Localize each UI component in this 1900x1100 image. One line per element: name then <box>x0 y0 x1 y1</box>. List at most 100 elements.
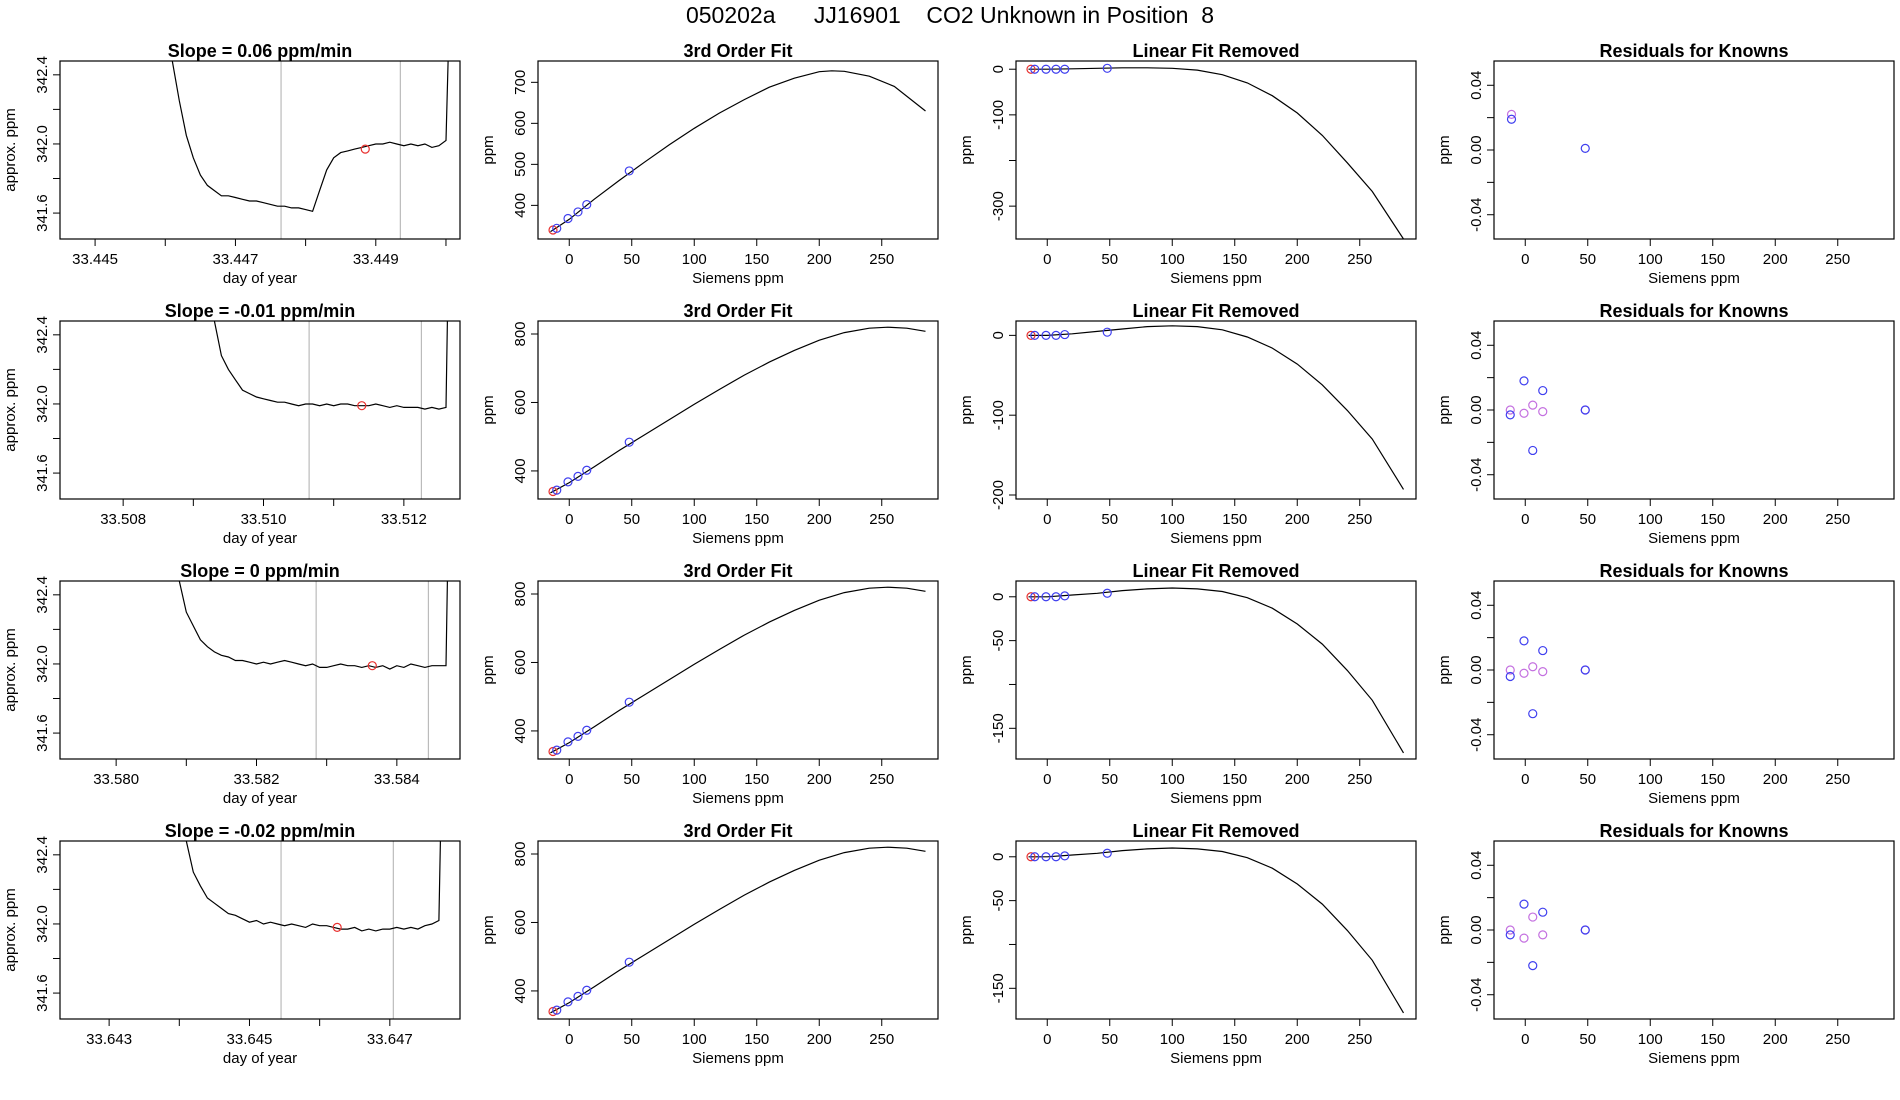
x-tick-label: 250 <box>1825 511 1850 528</box>
data-point <box>1505 925 1515 935</box>
x-tick-label: 33.449 <box>353 251 399 268</box>
data-point <box>582 725 592 735</box>
x-tick-label: 150 <box>1222 511 1247 528</box>
y-tick-label: 342.4 <box>34 316 51 354</box>
plot-frame <box>1493 840 1895 1020</box>
x-tick-label: 100 <box>682 771 707 788</box>
x-tick-label: 250 <box>869 1031 894 1048</box>
data-point <box>582 199 592 210</box>
x-tick-label: 250 <box>869 771 894 788</box>
data-point <box>1060 591 1070 601</box>
x-tick-label: 33.643 <box>86 1031 132 1048</box>
data-point <box>1051 592 1061 602</box>
x-tick-label: 250 <box>1825 1031 1850 1048</box>
chart-panel: 0 50 100 150 200 250 -300 -100 0 Linear Fit Remov… <box>958 41 1417 287</box>
data-point <box>1030 330 1040 340</box>
y-tick-label: 400 <box>512 978 529 1003</box>
plot-frame <box>537 320 939 500</box>
chart-title: 3rd Order Fit <box>683 561 792 581</box>
x-tick-label: 200 <box>807 771 832 788</box>
chart-panel: 0 50 100 150 200 250 -200 -100 0 Linear Fit Remov… <box>958 301 1417 547</box>
x-axis-label: Siemens ppm <box>1648 530 1740 547</box>
x-tick-label: 100 <box>1160 251 1185 268</box>
x-axis-label: Siemens ppm <box>1170 530 1262 547</box>
series-line <box>171 61 449 213</box>
x-tick-label: 33.447 <box>212 251 258 268</box>
x-tick-label: 150 <box>1700 251 1725 268</box>
x-tick-label: 250 <box>1347 251 1372 268</box>
x-tick-label: 150 <box>744 251 769 268</box>
chart-title: Residuals for Knowns <box>1599 41 1788 61</box>
y-tick-label: -0.04 <box>1468 198 1485 232</box>
x-tick-label: 33.580 <box>93 771 139 788</box>
plot-frame <box>1493 60 1895 240</box>
data-point <box>1102 327 1112 337</box>
chart-title: Residuals for Knowns <box>1599 821 1788 841</box>
x-tick-label: 0 <box>1521 1031 1529 1048</box>
y-tick-label: 800 <box>512 581 529 606</box>
x-tick-label: 200 <box>1285 511 1310 528</box>
x-axis-label: Siemens ppm <box>692 790 784 807</box>
plot-frame <box>537 840 939 1020</box>
data-point <box>1030 592 1040 602</box>
data-point <box>624 437 634 447</box>
data-point <box>552 745 562 755</box>
x-tick-label: 0 <box>565 251 573 268</box>
data-point <box>624 957 634 967</box>
x-tick-label: 0 <box>1043 511 1051 528</box>
y-tick-label: 342.4 <box>34 836 51 874</box>
y-axis-label: approx. ppm <box>2 108 19 191</box>
data-point <box>582 985 592 995</box>
chart-panel: 0 50 100 150 200 250 -0.04 0.00 0.04 Residuals fo… <box>1436 561 1895 807</box>
x-tick-label: 200 <box>1763 771 1788 788</box>
y-axis-label: approx. ppm <box>2 368 19 451</box>
fit-curve <box>1028 325 1405 490</box>
y-tick-label: 0 <box>990 853 1007 861</box>
chart-title: Slope = 0.06 ppm/min <box>168 41 353 61</box>
x-tick-label: 100 <box>682 511 707 528</box>
data-point <box>1102 588 1112 598</box>
data-point <box>1580 925 1590 935</box>
data-point <box>1519 933 1529 943</box>
y-tick-label: -0.04 <box>1468 978 1485 1012</box>
y-axis-label: ppm <box>1436 135 1453 164</box>
x-tick-label: 200 <box>1285 251 1310 268</box>
data-point <box>563 477 573 487</box>
data-point <box>1030 852 1040 862</box>
chart-title: Slope = -0.01 ppm/min <box>165 301 356 321</box>
data-point <box>1538 645 1548 656</box>
chart-panel: 0 50 100 150 200 250 -150 -50 0 Linear Fit Remove… <box>958 821 1417 1067</box>
plot-frame <box>1493 580 1895 760</box>
x-axis-label: day of year <box>223 1050 297 1067</box>
data-point <box>1580 405 1590 415</box>
x-axis-label: day of year <box>223 790 297 807</box>
chart-title: Slope = 0 ppm/min <box>180 561 340 581</box>
x-tick-label: 0 <box>1043 251 1051 268</box>
x-axis-label: day of year <box>223 270 297 287</box>
x-tick-label: 100 <box>1160 771 1185 788</box>
x-tick-label: 150 <box>744 511 769 528</box>
y-tick-label: -100 <box>990 100 1007 130</box>
chart-title: 3rd Order Fit <box>683 821 792 841</box>
data-point <box>1051 64 1061 74</box>
data-point <box>1538 385 1548 396</box>
data-point <box>1580 665 1590 675</box>
data-point <box>573 991 583 1002</box>
y-tick-label: 0 <box>990 65 1007 73</box>
x-tick-label: 200 <box>807 1031 832 1048</box>
data-point <box>1528 662 1538 672</box>
y-tick-label: 341.6 <box>34 714 51 752</box>
chart-panel: 0 50 100 150 200 250 400 600 800 3rd Order Fit Sie… <box>480 301 939 547</box>
data-point <box>1030 64 1040 74</box>
data-point <box>1528 709 1538 719</box>
plot-frame <box>59 840 461 1020</box>
y-tick-label: 800 <box>512 841 529 866</box>
y-tick-label: 600 <box>512 650 529 675</box>
x-tick-label: 250 <box>1347 511 1372 528</box>
x-tick-label: 100 <box>1638 771 1663 788</box>
x-tick-label: 250 <box>1825 771 1850 788</box>
y-tick-label: 342.0 <box>34 905 51 943</box>
y-tick-label: 700 <box>512 70 529 95</box>
x-tick-label: 250 <box>869 511 894 528</box>
chart-panel: 33.508 33.510 33.512 341.6 342.0 342.4 Slope =… <box>2 301 461 547</box>
